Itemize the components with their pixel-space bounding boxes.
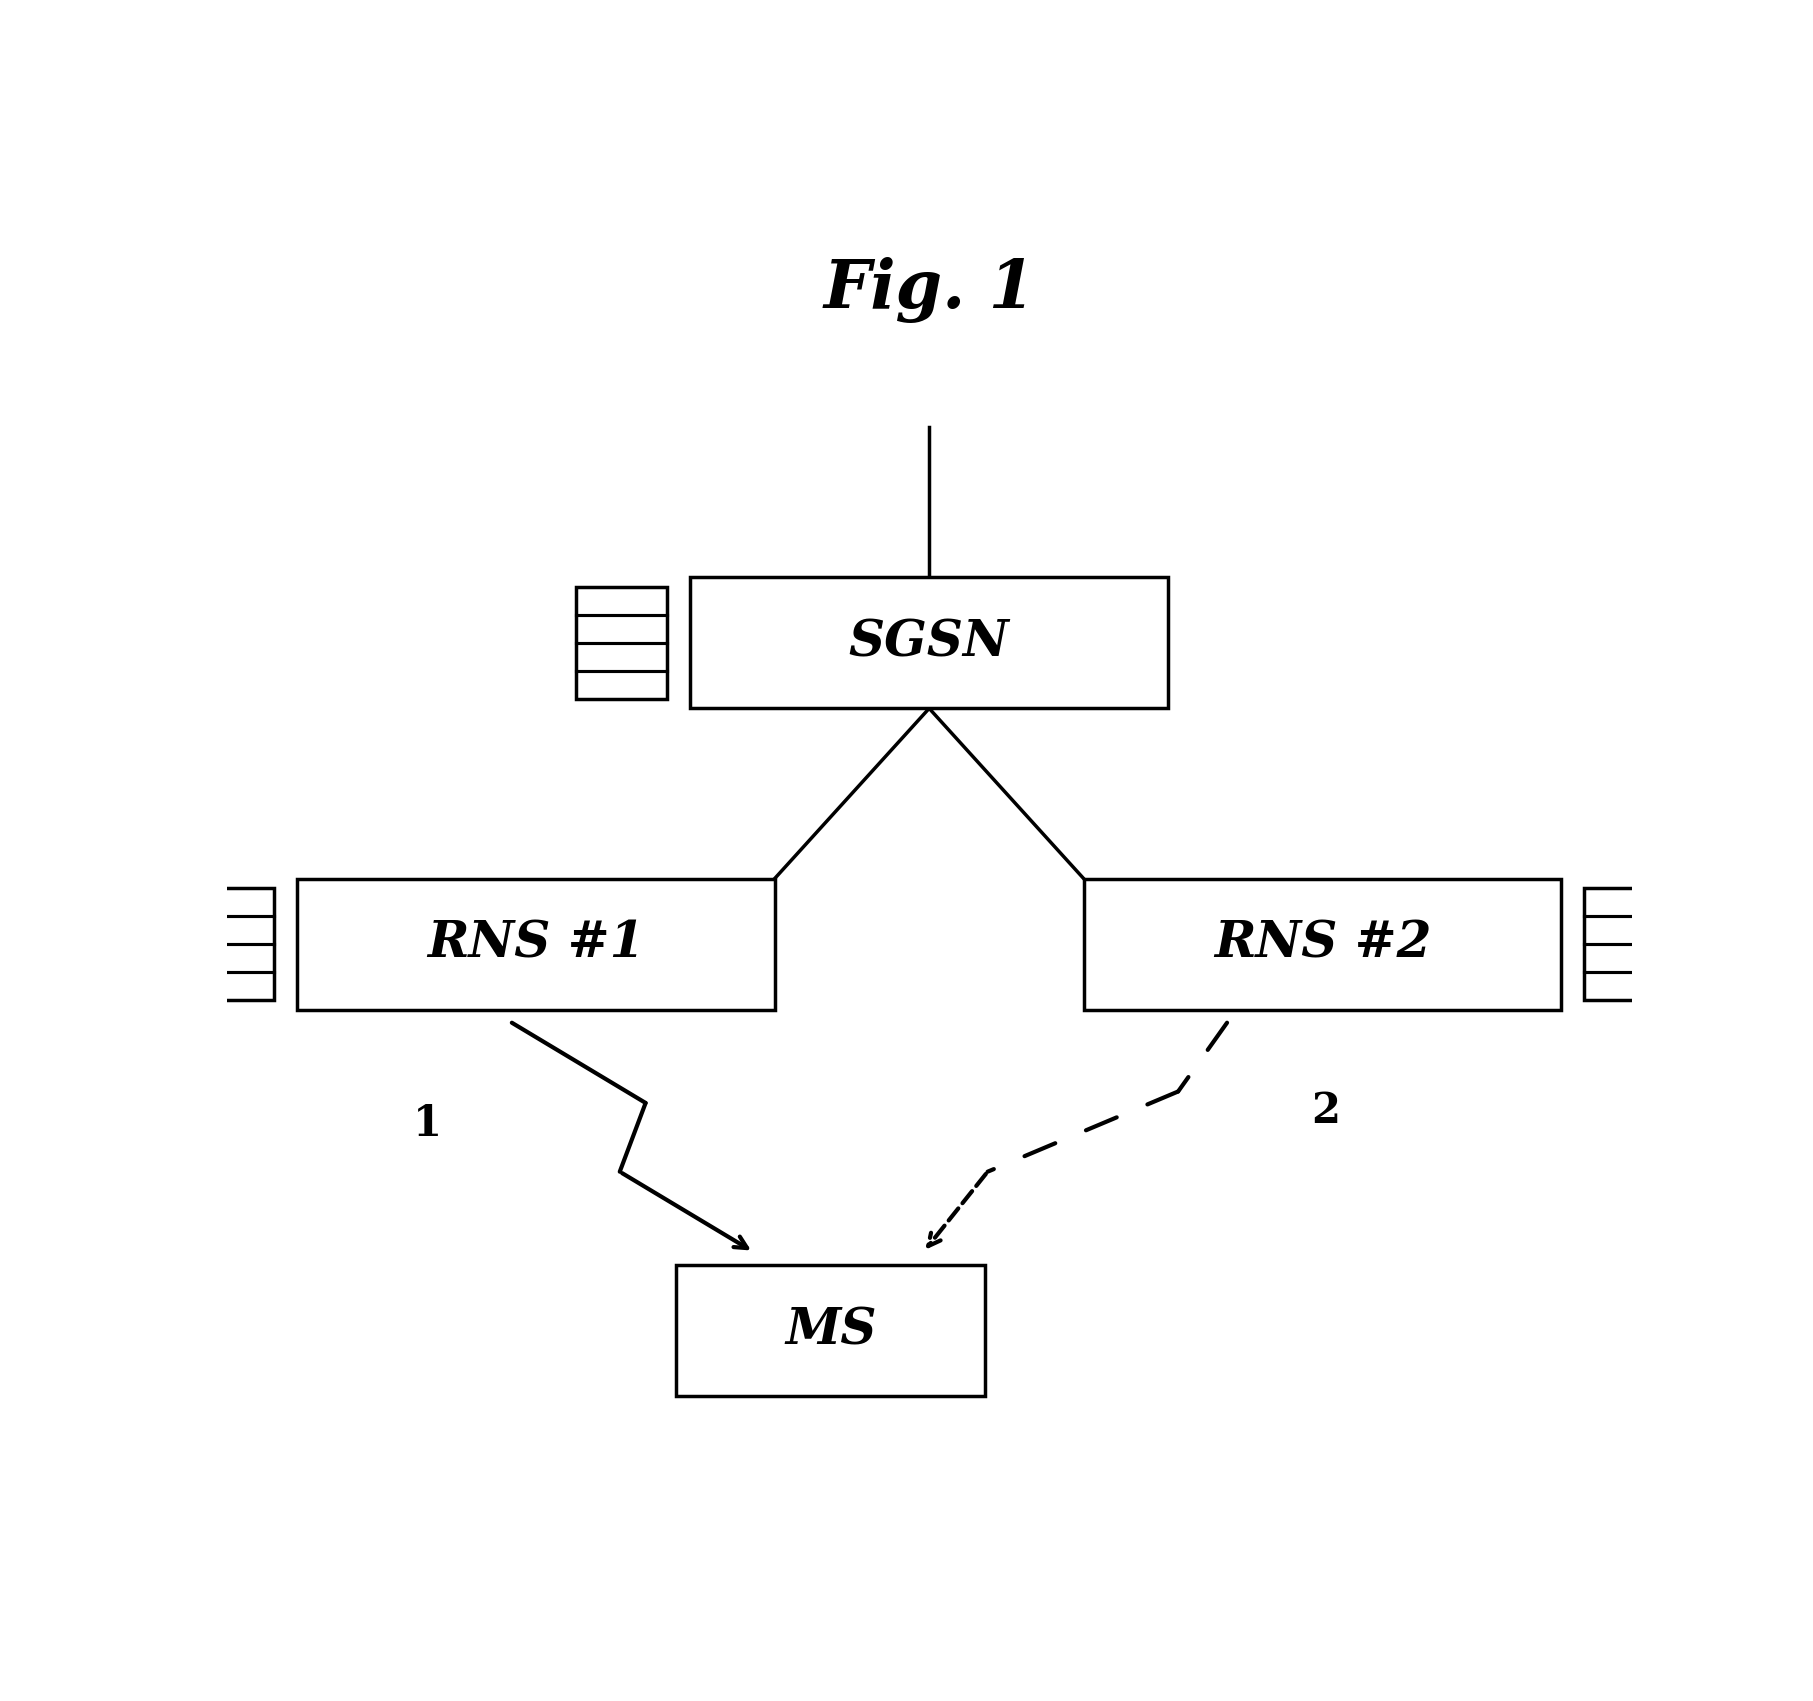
Bar (1585, 888, 1675, 1000)
Text: 2: 2 (1311, 1090, 1340, 1133)
Bar (1084, 879, 1561, 1010)
Bar (577, 587, 667, 699)
Bar (676, 1266, 986, 1397)
Bar (297, 879, 774, 1010)
Bar (183, 888, 274, 1000)
Text: 1: 1 (413, 1104, 442, 1145)
Bar (691, 577, 1168, 708)
Text: SGSN: SGSN (848, 619, 1010, 667)
Text: Fig. 1: Fig. 1 (823, 257, 1035, 323)
Text: RNS #1: RNS #1 (428, 920, 644, 968)
Text: MS: MS (785, 1306, 876, 1356)
Text: RNS #2: RNS #2 (1215, 920, 1430, 968)
